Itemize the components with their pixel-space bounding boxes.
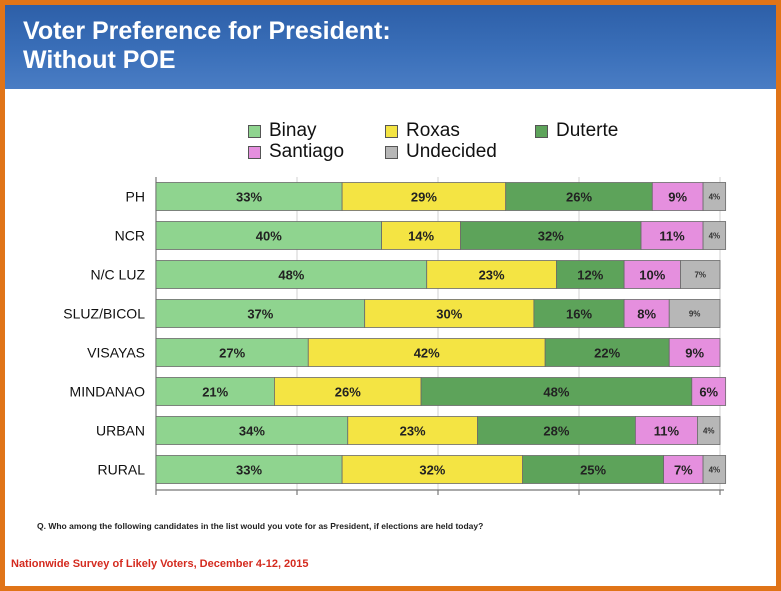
- data-label: 27%: [219, 346, 245, 361]
- bar-segment-binay: [155, 455, 343, 484]
- data-label: 16%: [566, 307, 592, 322]
- bar-segment-duterte: [420, 377, 693, 406]
- data-label: 6%: [699, 385, 718, 400]
- data-label: 42%: [414, 346, 440, 361]
- bar-segment-roxas: [364, 299, 535, 328]
- survey-question: Q. Who among the following candidates in…: [37, 521, 484, 531]
- bar-segment-santiago: [635, 416, 698, 445]
- category-label: VISAYAS: [87, 345, 145, 361]
- data-label: 33%: [236, 463, 262, 478]
- bar-segment-roxas: [341, 455, 523, 484]
- data-label: 12%: [577, 268, 603, 283]
- data-label: 22%: [594, 346, 620, 361]
- data-label: 32%: [419, 463, 445, 478]
- bar-segment-roxas: [426, 260, 557, 289]
- data-label: 32%: [538, 229, 564, 244]
- bar-segment-binay: [155, 182, 343, 211]
- data-label: 23%: [400, 424, 426, 439]
- legend-swatch-santiago: [248, 146, 261, 159]
- chart-title: Voter Preference for President:: [23, 17, 391, 45]
- stacked-bar-chart: PH 33% 29% 26% 9% 4% NCR 40% 14% 32% 11% 4% N/C LUZ 4…: [63, 177, 727, 495]
- legend-label-undecided: Undecided: [406, 141, 497, 162]
- data-label: 4%: [709, 232, 721, 241]
- data-label: 28%: [543, 424, 569, 439]
- data-label: 7%: [694, 271, 706, 280]
- data-label: 11%: [659, 229, 685, 244]
- data-label: 26%: [335, 385, 361, 400]
- chart-subtitle: Without POE: [23, 46, 176, 74]
- data-label: 30%: [436, 307, 462, 322]
- bar-segment-binay: [155, 377, 275, 406]
- chart-frame: Voter Preference for President: Without …: [5, 5, 776, 586]
- bar-segment-duterte: [556, 260, 625, 289]
- category-label: PH: [126, 189, 145, 205]
- header-banner: Voter Preference for President: Without …: [5, 5, 776, 89]
- data-label: 10%: [639, 268, 665, 283]
- bar-segment-binay: [155, 299, 366, 328]
- data-label: 4%: [709, 193, 721, 202]
- data-label: 21%: [202, 385, 228, 400]
- bar-segment-santiago: [640, 221, 704, 250]
- bar-segment-duterte: [533, 299, 625, 328]
- bar-segment-roxas: [341, 182, 507, 211]
- data-label: 9%: [689, 310, 701, 319]
- bar-segment-roxas: [274, 377, 422, 406]
- data-label: 34%: [239, 424, 265, 439]
- category-label: NCR: [115, 228, 145, 244]
- legend-label-duterte: Duterte: [556, 120, 619, 141]
- data-label: 48%: [543, 385, 569, 400]
- bar-segment-duterte: [505, 182, 653, 211]
- legend-label-roxas: Roxas: [406, 120, 460, 141]
- data-label: 23%: [479, 268, 505, 283]
- bar-segment-binay: [155, 416, 349, 445]
- bar-segment-santiago: [663, 455, 704, 484]
- bar-segment-undecided: [702, 182, 727, 211]
- bar-segment-santiago: [691, 377, 727, 406]
- legend-swatch-roxas: [385, 125, 398, 138]
- legend-swatch-undecided: [385, 146, 398, 159]
- bar-segment-duterte: [477, 416, 636, 445]
- data-label: 33%: [236, 190, 262, 205]
- category-label: MINDANAO: [70, 384, 146, 400]
- data-label: 9%: [685, 346, 704, 361]
- data-label: 14%: [408, 229, 434, 244]
- data-label: 40%: [256, 229, 282, 244]
- legend-label-santiago: Santiago: [269, 141, 345, 162]
- data-label: 4%: [709, 466, 721, 475]
- data-label: 11%: [654, 424, 680, 439]
- category-label: RURAL: [98, 462, 146, 478]
- bar-segment-binay: [155, 338, 309, 367]
- data-label: 48%: [278, 268, 304, 283]
- data-label: 4%: [703, 427, 715, 436]
- data-label: 9%: [668, 190, 687, 205]
- data-label: 7%: [674, 463, 693, 478]
- bar-segment-undecided: [702, 455, 727, 484]
- bar-segment-undecided: [668, 299, 721, 328]
- survey-footer: Nationwide Survey of Likely Voters, Dece…: [11, 558, 309, 570]
- data-label: 8%: [637, 307, 656, 322]
- bar-segment-undecided: [697, 416, 721, 445]
- data-label: 25%: [580, 463, 606, 478]
- bar-segment-santiago: [623, 260, 681, 289]
- category-label: N/C LUZ: [91, 267, 146, 283]
- category-label: URBAN: [96, 423, 145, 439]
- data-label: 37%: [247, 307, 273, 322]
- bar-segment-santiago: [651, 182, 704, 211]
- bar-segment-roxas: [307, 338, 546, 367]
- category-label: SLUZ/BICOL: [63, 306, 145, 322]
- data-label: 26%: [566, 190, 592, 205]
- bar-segment-undecided: [680, 260, 721, 289]
- data-label: 29%: [411, 190, 437, 205]
- bar-segment-duterte: [522, 455, 664, 484]
- legend-swatch-duterte: [535, 125, 548, 138]
- bar-segment-santiago: [668, 338, 721, 367]
- legend-swatch-binay: [248, 125, 261, 138]
- legend-label-binay: Binay: [269, 120, 317, 141]
- bar-segment-binay: [155, 260, 428, 289]
- bar-segment-undecided: [702, 221, 727, 250]
